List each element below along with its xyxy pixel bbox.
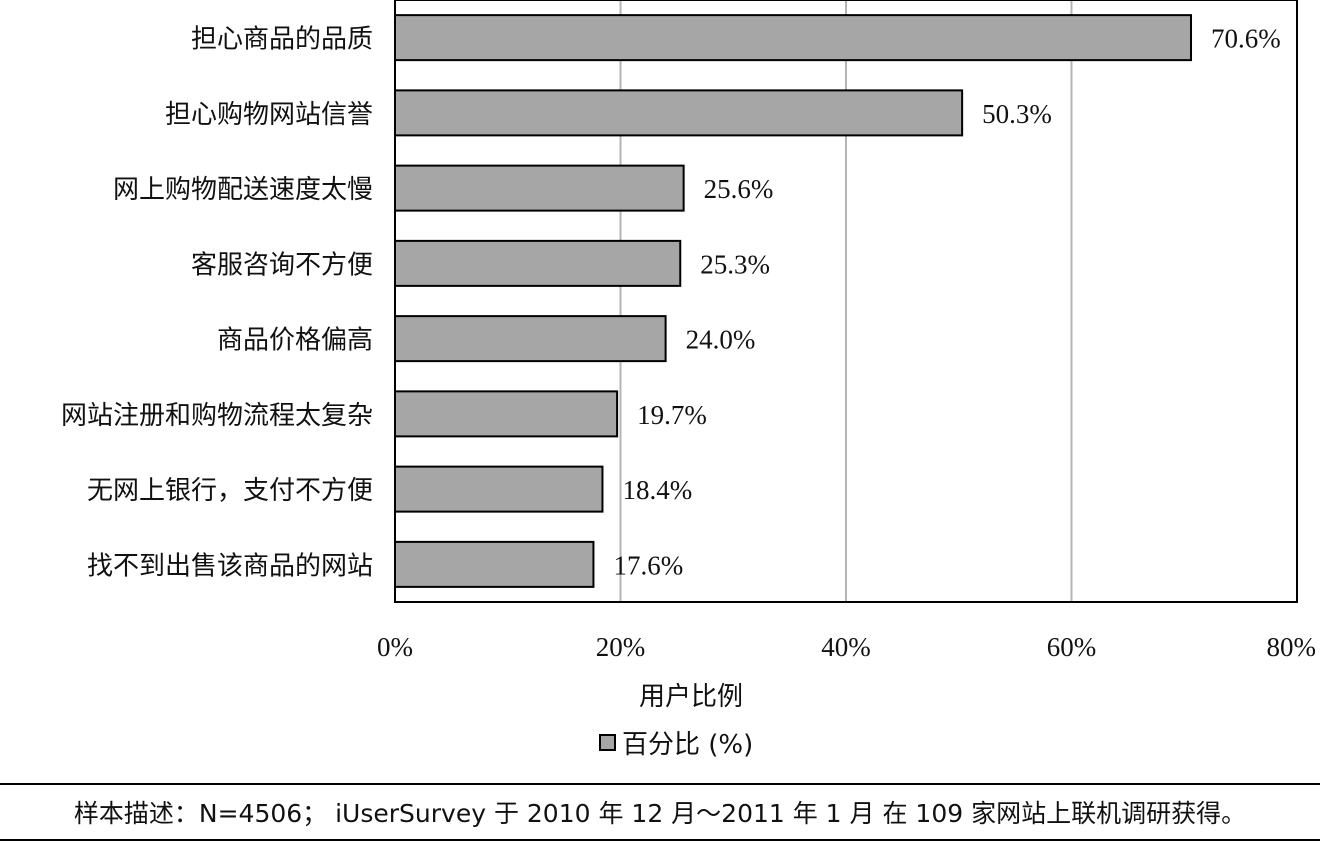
x-tick-label: 20% xyxy=(596,632,646,662)
x-axis-title: 用户比例 xyxy=(639,682,743,712)
data-label: 70.6% xyxy=(1211,24,1281,54)
category-label: 客服咨询不方便 xyxy=(191,250,373,280)
legend: 百分比 (%) xyxy=(599,730,753,760)
x-tick-label: 80% xyxy=(1267,632,1317,662)
bar xyxy=(394,540,595,588)
bar xyxy=(394,315,667,363)
category-label: 担心购物网站信誉 xyxy=(165,100,373,130)
legend-label: 百分比 (%) xyxy=(622,730,753,760)
category-label: 担心商品的品质 xyxy=(191,25,373,55)
data-label: 50.3% xyxy=(982,99,1052,129)
plot-area-frame xyxy=(394,0,1298,603)
data-label: 19.7% xyxy=(637,400,707,430)
data-label: 24.0% xyxy=(686,325,756,355)
x-tick-label: 0% xyxy=(377,632,413,662)
footer-note-text: 样本描述：N=4506； iUserSurvey 于 2010 年 12 月～2… xyxy=(73,799,1247,828)
bar xyxy=(394,390,619,438)
data-label: 25.6% xyxy=(704,174,774,204)
bar xyxy=(394,14,1193,62)
data-label: 17.6% xyxy=(613,550,683,580)
category-label: 商品价格偏高 xyxy=(217,326,373,356)
category-labels: 担心商品的品质担心购物网站信誉网上购物配送速度太慢客服咨询不方便商品价格偏高网站… xyxy=(61,25,373,582)
x-tick-labels: 0% 20% 40% 60% 80% xyxy=(377,632,1316,662)
category-label: 无网上银行，支付不方便 xyxy=(87,476,373,506)
bars: 70.6% 50.3% 25.6% 25.3% 24.0% 19.7% 18.4% 17.6% xyxy=(394,14,1281,588)
bar-chart: 70.6% 50.3% 25.6% 25.3% 24.0% 19.7% 18.4% 17.6%… xyxy=(61,0,1316,760)
category-label: 网上购物配送速度太慢 xyxy=(113,175,373,205)
x-tick-label: 40% xyxy=(821,632,871,662)
category-label: 找不到出售该商品的网站 xyxy=(87,551,373,581)
legend-swatch xyxy=(599,734,616,751)
x-tick-label: 60% xyxy=(1047,632,1097,662)
sample-description-note: 样本描述：N=4506； iUserSurvey 于 2010 年 12 月～2… xyxy=(0,783,1320,841)
bar xyxy=(394,164,685,212)
data-label: 18.4% xyxy=(622,475,692,505)
bar xyxy=(394,239,682,287)
bar xyxy=(394,465,604,513)
data-label: 25.3% xyxy=(700,249,770,279)
category-label: 网站注册和购物流程太复杂 xyxy=(61,401,373,431)
bar xyxy=(394,89,964,137)
